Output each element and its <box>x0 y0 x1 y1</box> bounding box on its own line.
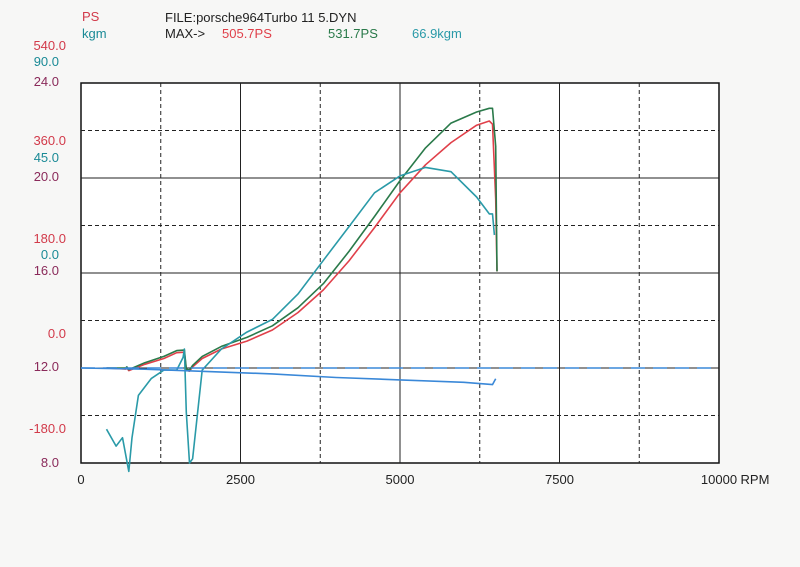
max-ps-value: 505.7PS <box>222 26 272 41</box>
ps-tick-label: -180.0 <box>29 421 66 436</box>
series-line-afr <box>80 367 497 386</box>
x-tick-label: 0 <box>77 472 84 487</box>
afr-tick-label: 8.0 <box>41 455 59 470</box>
x-tick-label: 5000 <box>386 472 415 487</box>
ps-tick-label: 540.0 <box>33 38 66 53</box>
x-axis-label: RPM <box>741 472 770 487</box>
max-label: MAX-> <box>165 26 206 41</box>
max-kgm-value: 66.9kgm <box>412 26 462 41</box>
kgm-unit-label: kgm <box>82 26 107 41</box>
x-tick-label: 10000 <box>701 472 737 487</box>
afr-tick-label: 24.0 <box>34 74 59 89</box>
afr-tick-label: 20.0 <box>34 169 59 184</box>
afr-tick-label: 16.0 <box>34 263 59 278</box>
x-tick-label: 7500 <box>545 472 574 487</box>
ps-tick-label: 360.0 <box>33 133 66 148</box>
max-ps2-value: 531.7PS <box>328 26 378 41</box>
x-tick-label: 2500 <box>226 472 255 487</box>
series-line-66-9kgm <box>105 166 496 473</box>
kgm-tick-label: 90.0 <box>34 54 59 69</box>
ps-tick-label: 0.0 <box>48 326 66 341</box>
afr-tick-label: 12.0 <box>34 359 59 374</box>
ps-unit-label: PS <box>82 9 100 24</box>
series-line-531-7ps <box>106 107 498 371</box>
ps-tick-label: 180.0 <box>33 231 66 246</box>
kgm-tick-label: 0.0 <box>41 247 59 262</box>
series-line-505-7ps <box>106 120 498 373</box>
kgm-tick-label: 45.0 <box>34 150 59 165</box>
file-name: FILE:porsche964Turbo 11 5.DYN <box>165 10 357 25</box>
